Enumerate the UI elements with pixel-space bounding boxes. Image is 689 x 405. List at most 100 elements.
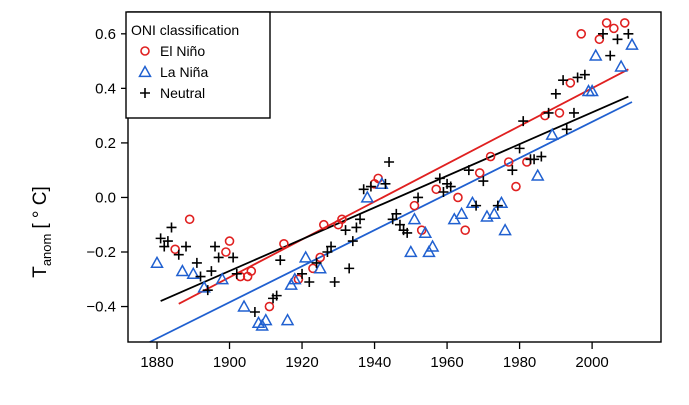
point-el-nino bbox=[601, 18, 612, 28]
series-el-nino bbox=[170, 18, 630, 312]
point-neutral bbox=[162, 236, 173, 247]
point-neutral bbox=[181, 241, 192, 252]
point-neutral bbox=[166, 222, 177, 233]
point-neutral bbox=[297, 268, 308, 279]
point-neutral bbox=[365, 181, 376, 192]
point-neutral bbox=[304, 277, 315, 287]
legend-marker-el-nino bbox=[140, 46, 150, 56]
point-neutral bbox=[329, 277, 340, 287]
series-la-nina bbox=[150, 37, 639, 331]
y-axis-label: Tanom [ ° C] bbox=[30, 186, 54, 278]
point-la-nina bbox=[313, 261, 327, 274]
point-neutral bbox=[612, 34, 623, 45]
trend-line-neutral bbox=[160, 95, 629, 302]
point-neutral bbox=[384, 157, 395, 167]
point-la-nina bbox=[404, 244, 418, 258]
point-el-nino bbox=[511, 181, 521, 192]
point-la-nina bbox=[588, 48, 603, 61]
point-la-nina bbox=[259, 313, 273, 326]
point-el-nino bbox=[318, 219, 329, 230]
point-la-nina bbox=[418, 225, 433, 239]
legend-marker-la-nina bbox=[138, 64, 152, 78]
point-neutral bbox=[387, 214, 398, 225]
point-neutral bbox=[311, 257, 322, 268]
point-neutral bbox=[195, 271, 206, 282]
point-la-nina bbox=[625, 37, 639, 50]
trend-lines bbox=[149, 68, 633, 343]
point-el-nino bbox=[224, 236, 235, 246]
point-neutral bbox=[568, 107, 579, 118]
point-neutral bbox=[529, 154, 540, 165]
y-tick-label: −0.2 bbox=[86, 244, 116, 261]
series-neutral bbox=[155, 28, 634, 317]
y-tick-label: 0.4 bbox=[95, 80, 116, 97]
point-neutral bbox=[351, 222, 362, 233]
point-neutral bbox=[605, 50, 616, 61]
x-tick-label: 1960 bbox=[430, 354, 463, 371]
point-la-nina bbox=[465, 195, 480, 209]
point-el-nino bbox=[619, 18, 630, 28]
point-neutral bbox=[159, 241, 170, 252]
point-neutral bbox=[572, 72, 583, 83]
point-el-nino bbox=[554, 108, 565, 118]
point-neutral bbox=[249, 307, 260, 317]
y-tick-label: 0.2 bbox=[95, 135, 116, 152]
x-tick-label: 2000 bbox=[575, 354, 608, 371]
point-neutral bbox=[271, 290, 282, 301]
legend: ONI classification El Niño La Niña Neutral bbox=[125, 11, 271, 119]
point-neutral bbox=[445, 181, 456, 192]
point-la-nina bbox=[454, 206, 469, 219]
point-neutral bbox=[231, 268, 242, 279]
point-el-nino bbox=[170, 244, 180, 255]
data-points bbox=[150, 18, 639, 331]
point-neutral bbox=[536, 151, 547, 162]
point-la-nina bbox=[407, 212, 422, 225]
point-el-nino bbox=[485, 151, 496, 162]
axes: 1880 1900 1920 1940 1960 1980 2000 −0.4 −0.2 0.0 0… bbox=[86, 26, 608, 371]
x-tick-label: 1920 bbox=[285, 354, 318, 371]
trend-line-la-nina bbox=[149, 101, 633, 343]
x-tick-label: 1980 bbox=[503, 354, 536, 371]
point-el-nino bbox=[594, 34, 605, 45]
legend-label-el-nino: El Niño bbox=[160, 43, 205, 59]
point-neutral bbox=[394, 219, 405, 230]
y-axis-label-subscript: anom bbox=[39, 234, 54, 267]
y-tick-label: −0.4 bbox=[86, 299, 116, 316]
point-la-nina bbox=[288, 272, 302, 285]
point-neutral bbox=[514, 143, 525, 154]
x-tick-label: 1940 bbox=[358, 354, 391, 371]
point-neutral bbox=[561, 124, 572, 135]
point-la-nina bbox=[237, 299, 251, 312]
point-neutral bbox=[191, 257, 202, 268]
point-neutral bbox=[340, 225, 351, 236]
y-tick-label: 0.6 bbox=[95, 26, 116, 43]
legend-box bbox=[125, 11, 271, 119]
point-la-nina bbox=[175, 264, 190, 277]
point-neutral bbox=[543, 107, 554, 118]
point-neutral bbox=[434, 173, 445, 184]
point-neutral bbox=[550, 88, 561, 99]
point-el-nino bbox=[246, 266, 257, 276]
point-el-nino bbox=[264, 301, 275, 312]
point-neutral bbox=[322, 247, 333, 257]
point-neutral bbox=[579, 69, 590, 80]
point-neutral bbox=[478, 176, 489, 187]
point-neutral bbox=[347, 236, 358, 247]
point-la-nina bbox=[280, 313, 295, 326]
point-la-nina bbox=[186, 266, 201, 279]
legend-title: ONI classification bbox=[131, 22, 239, 38]
point-la-nina bbox=[197, 280, 211, 293]
point-neutral bbox=[518, 116, 529, 127]
point-el-nino bbox=[474, 168, 485, 178]
point-el-nino bbox=[453, 192, 463, 203]
point-neutral bbox=[275, 255, 286, 266]
point-neutral bbox=[507, 165, 518, 176]
point-la-nina bbox=[425, 239, 440, 252]
point-neutral bbox=[358, 184, 369, 195]
point-neutral bbox=[155, 233, 166, 244]
point-la-nina bbox=[530, 168, 545, 181]
point-el-nino bbox=[337, 214, 347, 225]
point-neutral bbox=[438, 187, 449, 197]
point-neutral bbox=[206, 266, 217, 277]
point-neutral bbox=[213, 252, 224, 263]
